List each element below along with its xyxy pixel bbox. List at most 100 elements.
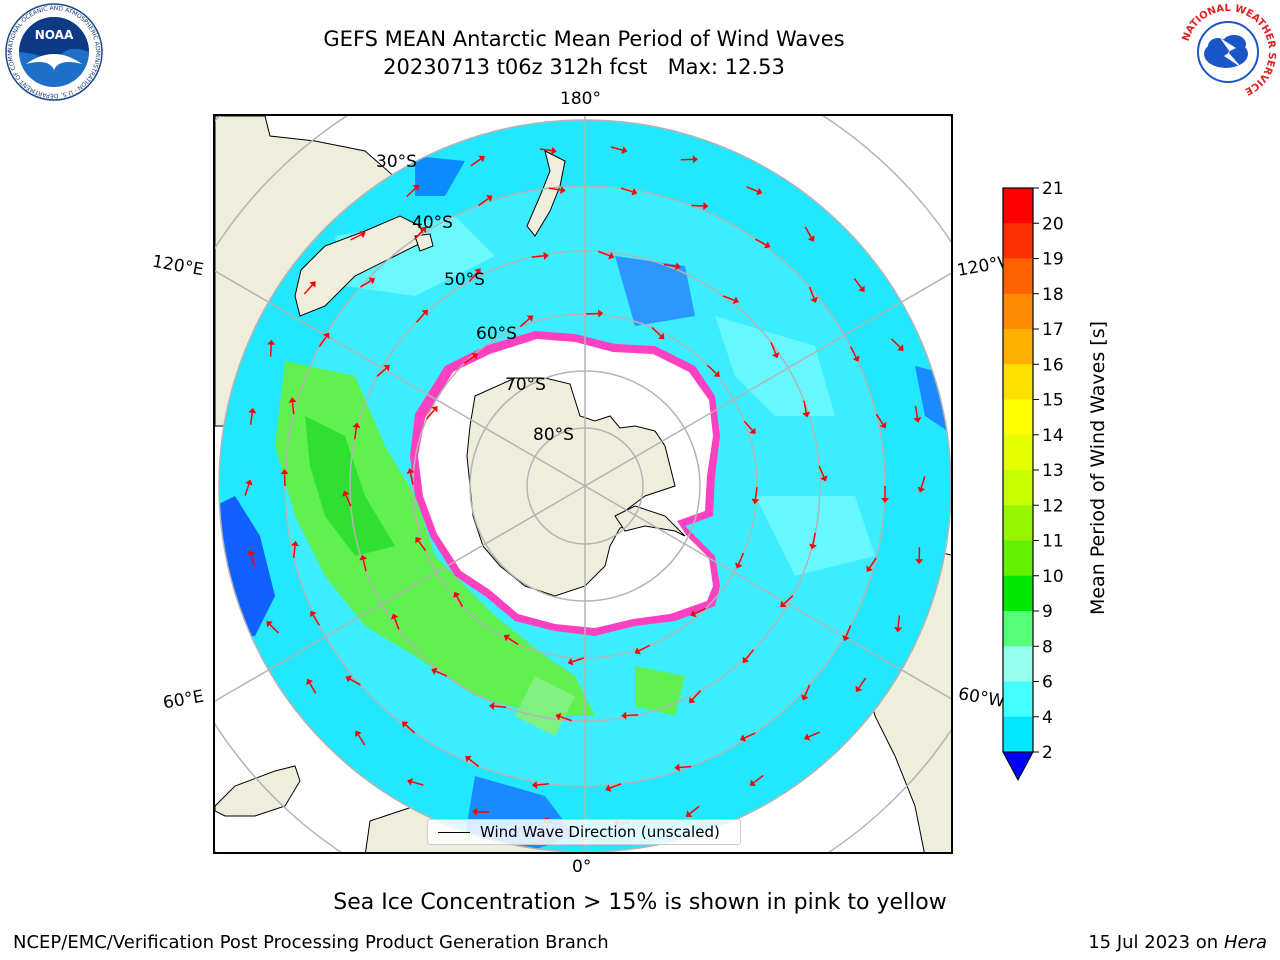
- wave-arrow-shaft: [539, 148, 552, 152]
- colorbar: 21 20 19 18 17 16 15 14 13 12 11 10 9 8 6 4 2: [1002, 180, 1064, 782]
- wave-arrow-head: [915, 559, 924, 565]
- wave-arrow-head: [598, 309, 604, 318]
- lon-label-0: 0°: [572, 857, 592, 877]
- wave-arrow-head: [407, 777, 413, 786]
- wave-arrow-head: [749, 779, 757, 786]
- wave-arrow-head: [855, 685, 863, 693]
- wave-arrow-shaft: [357, 734, 366, 746]
- wave-arrow-head: [820, 475, 828, 482]
- colorbar-band: [1003, 399, 1033, 436]
- wave-arrow-head: [764, 241, 771, 249]
- colorbar-tick-label: 4: [1042, 708, 1053, 728]
- wave-arrow-head: [359, 554, 368, 561]
- wave-arrow-shaft: [586, 312, 599, 315]
- wave-arrow-shaft: [417, 540, 427, 552]
- wave-arrow-shaft: [858, 677, 867, 689]
- wave-arrow-shaft: [853, 277, 863, 289]
- colorbar-band: [1003, 470, 1033, 506]
- wave-arrow-head: [894, 626, 903, 633]
- wave-arrow-shaft: [804, 226, 812, 238]
- wave-arrow-head: [309, 281, 316, 288]
- wave-arrow-head: [809, 543, 817, 550]
- wave-arrow-head: [713, 370, 720, 377]
- wave-arrow-head: [780, 600, 787, 608]
- colorbar-band: [1003, 434, 1033, 471]
- wave-arrow-shaft: [755, 238, 767, 246]
- wave-arrow-head: [690, 609, 697, 618]
- wave-arrow-shaft: [620, 187, 633, 193]
- wave-arrow-shaft: [249, 412, 254, 425]
- wave-arrow-shaft: [531, 255, 544, 258]
- colorbar-band: [1003, 611, 1033, 647]
- wave-arrow-head: [406, 468, 415, 474]
- wave-arrow-head: [472, 807, 478, 816]
- wave-arrow-shaft: [350, 233, 362, 241]
- colorbar-tick-label: 13: [1042, 461, 1064, 481]
- colorbar-tick-label: 10: [1042, 567, 1064, 587]
- wave-arrow-shaft: [292, 545, 296, 558]
- wave-arrow-head: [453, 591, 461, 599]
- wave-arrow-shaft: [394, 617, 400, 630]
- wave-arrow-shaft: [610, 146, 623, 151]
- wave-arrow-shaft: [548, 187, 561, 191]
- wave-arrow-shaft: [312, 614, 321, 626]
- wave-arrow-head: [431, 406, 438, 413]
- wave-arrow-shaft: [753, 774, 764, 784]
- wave-arrow-head: [801, 694, 809, 701]
- wave-arrow-head: [735, 562, 743, 569]
- wave-arrow-head: [555, 712, 562, 721]
- wave-arrow-shaft: [651, 327, 662, 337]
- wave-arrow-shaft: [722, 295, 735, 301]
- wave-arrow-shaft: [849, 346, 857, 358]
- wave-arrow-shaft: [405, 724, 416, 734]
- colorbar-band: [1003, 329, 1033, 365]
- wave-arrow-shaft: [536, 783, 549, 786]
- wave-arrow-shaft: [598, 250, 610, 257]
- wave-arrow-shaft: [470, 158, 482, 167]
- wave-arrow-shaft: [875, 413, 884, 425]
- wave-arrow-shaft: [507, 637, 519, 646]
- wave-arrow-head: [431, 667, 438, 675]
- wave-arrow-shaft: [415, 312, 426, 323]
- colorbar-band: [1003, 188, 1033, 224]
- chart-title: GEFS MEAN Antarctic Mean Period of Wind …: [323, 27, 845, 51]
- colorbar-band: [1003, 646, 1033, 682]
- wave-arrow-shaft: [406, 187, 416, 198]
- wave-arrow-shaft: [804, 684, 811, 697]
- wave-arrow-head: [526, 315, 534, 322]
- wave-arrow-head: [354, 730, 362, 738]
- footer-credit: NCEP/EMC/Verification Post Processing Pr…: [13, 932, 609, 953]
- wave-arrow-shaft: [244, 484, 250, 496]
- footer-date-text: 15 Jul 2023 on: [1088, 932, 1224, 953]
- wave-arrow-shaft: [409, 472, 414, 485]
- wave-arrow-head: [543, 251, 549, 260]
- wave-arrow-head: [756, 187, 763, 196]
- colorbar-tick-label: 8: [1042, 637, 1053, 657]
- wave-arrow-shaft: [818, 465, 825, 478]
- wave-arrow-head: [732, 296, 739, 304]
- wave-arrow-head: [621, 146, 628, 154]
- wave-arrow-shaft: [411, 781, 424, 786]
- colorbar-tick-label: 19: [1042, 250, 1064, 270]
- wave-arrow-head: [852, 355, 860, 362]
- wave-arrow-head: [749, 427, 756, 435]
- wave-arrow-head: [917, 486, 926, 493]
- wave-arrow-head: [421, 309, 428, 316]
- land: [294, 150, 566, 317]
- colorbar-label: Mean Period of Wind Waves [s]: [1087, 320, 1109, 616]
- wave-arrow-head: [881, 498, 889, 503]
- colorbar-band: [1003, 364, 1033, 400]
- wave-arrow-shaft: [770, 342, 777, 354]
- wave-arrow-shaft: [291, 402, 295, 415]
- colorbar-band: [1003, 540, 1033, 577]
- wave-arrow-head: [306, 678, 314, 686]
- wave-arrow-shaft: [691, 204, 704, 207]
- wave-arrow-shaft: [559, 715, 572, 722]
- wave-arrow-head: [551, 146, 557, 155]
- wave-arrow-head: [658, 332, 665, 340]
- wave-arrow-head: [412, 184, 420, 192]
- map-legend: Wind Wave Direction (unscaled): [427, 819, 741, 845]
- wave-arrow-head: [359, 231, 366, 239]
- colorbar-tick-label: 2: [1042, 743, 1053, 763]
- colorbar-band: [1003, 505, 1033, 541]
